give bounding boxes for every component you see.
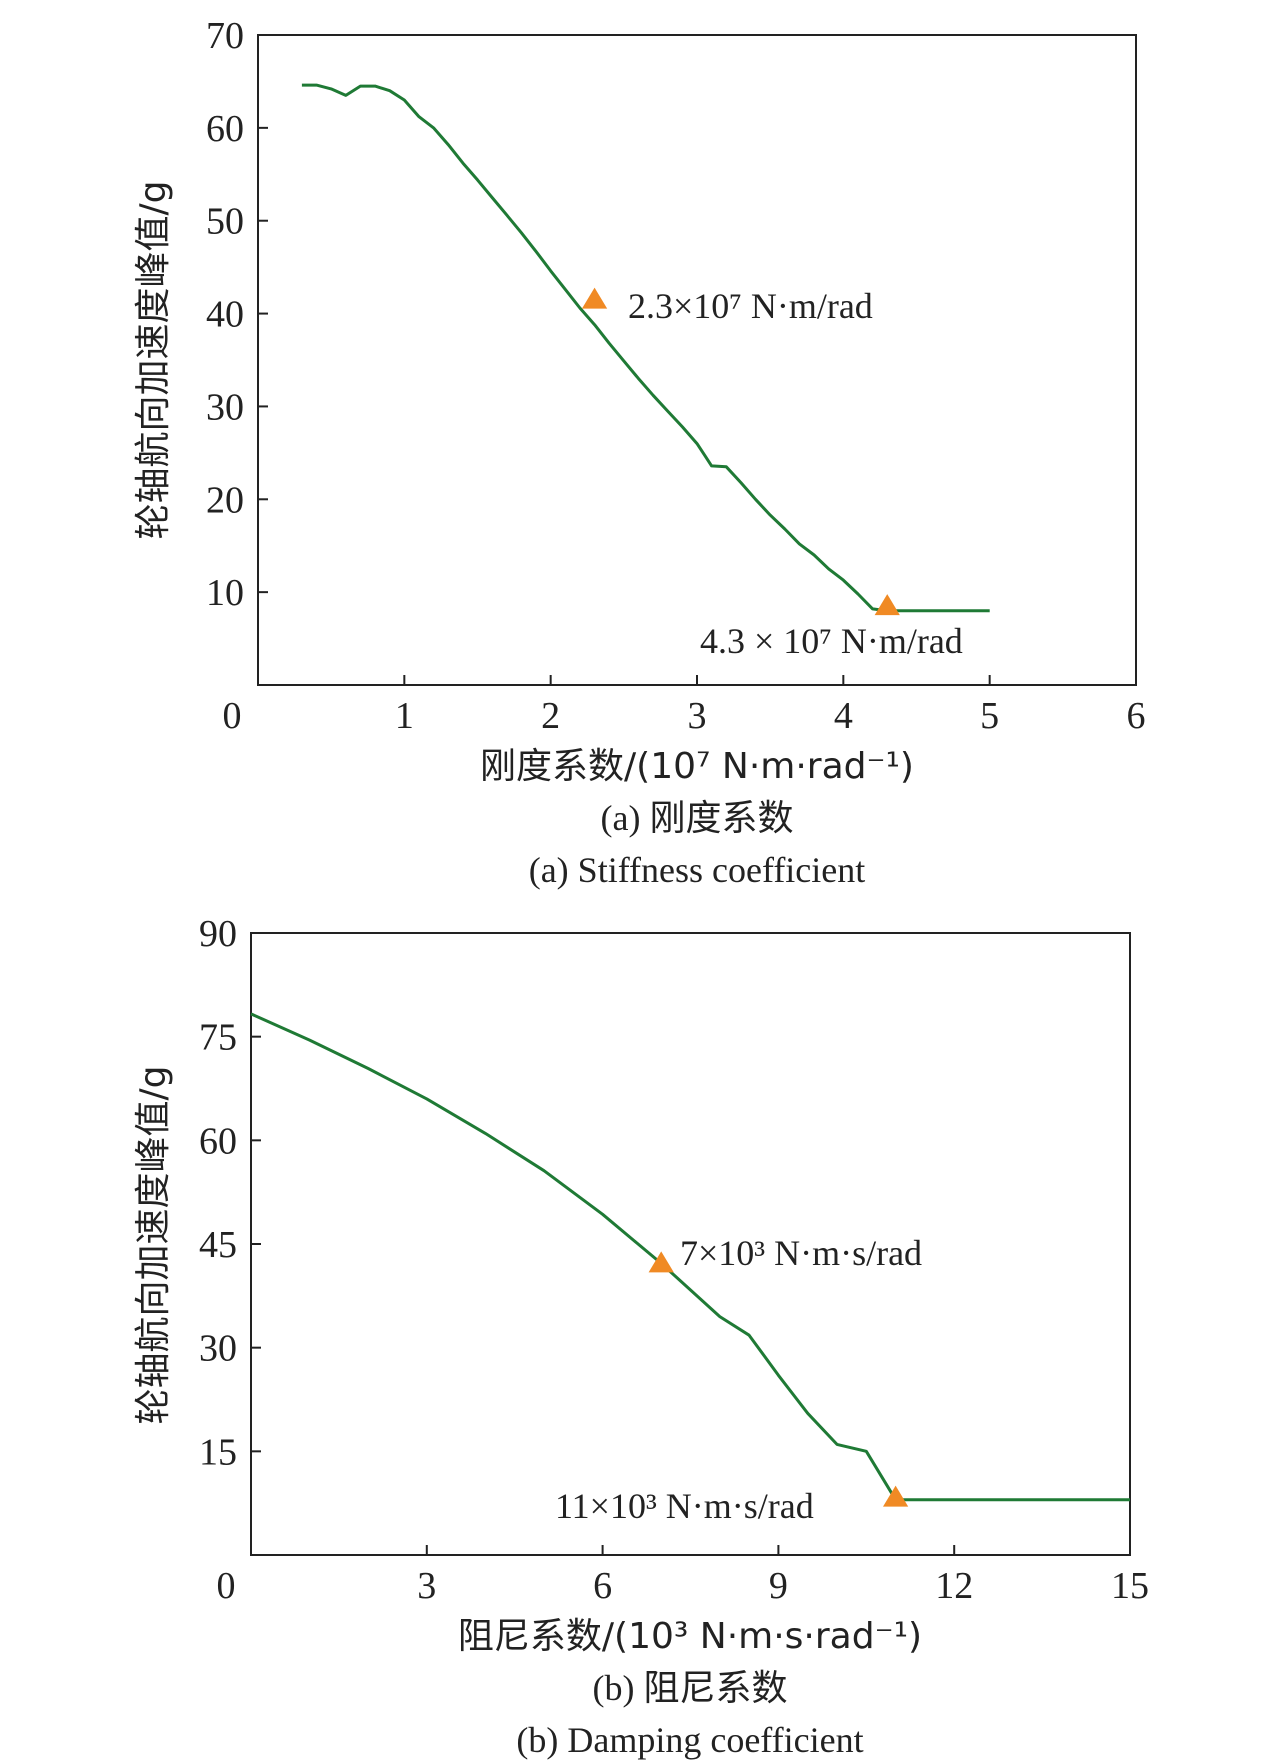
x-tick-label: 9	[769, 1565, 788, 1607]
origin-label-a: 0	[223, 695, 242, 737]
x-axis-title-a: 刚度系数/(10⁷ N·m·rad⁻¹)	[480, 746, 914, 787]
marker-label-a-1: 2.3×10⁷ N·m/rad	[628, 286, 873, 326]
y-tick-label: 50	[206, 201, 244, 243]
series-line	[250, 1012, 1130, 1502]
x-axis-title-b: 阻尼系数/(10³ N·m·s·rad⁻¹)	[458, 1616, 922, 1657]
y-tick-label: 60	[199, 1120, 237, 1162]
x-tick-label: 4	[834, 695, 853, 737]
caption-cn-a: (a) 刚度系数	[601, 798, 794, 838]
caption-cn-b: (b) 阻尼系数	[593, 1668, 788, 1708]
x-tick-label: 1	[395, 695, 414, 737]
plot-frame-a	[257, 34, 1137, 686]
y-tick-label: 90	[199, 913, 237, 955]
triangle-marker	[581, 287, 608, 309]
triangle-marker	[648, 1251, 674, 1273]
marker-label-b-2: 11×10³ N·m·s/rad	[555, 1486, 814, 1526]
series-line	[301, 83, 990, 613]
y-axis-title-a: 轮轴航向加速度峰值/g	[133, 181, 174, 540]
x-tick-label: 6	[593, 1565, 612, 1607]
panel-b: 15 30 45 60 75 90 3 6 9 12 15 0 轮轴航向加速度峰值/g 阻尼系数/…	[133, 913, 1149, 1760]
x-tick-label: 5	[980, 695, 999, 737]
y-tick-label: 75	[199, 1017, 237, 1059]
marker-label-a-2: 4.3 × 10⁷ N·m/rad	[700, 621, 963, 661]
x-tick-label: 2	[541, 695, 560, 737]
triangle-marker	[883, 1485, 909, 1507]
y-axis-title-b: 轮轴航向加速度峰值/g	[133, 1066, 174, 1425]
y-tick-label: 60	[206, 108, 244, 150]
y-tick-label: 45	[199, 1224, 237, 1266]
y-tick-label: 15	[199, 1431, 237, 1473]
x-tick-label: 3	[688, 695, 707, 737]
y-tick-label: 10	[206, 572, 244, 614]
x-tick-label: 12	[935, 1565, 973, 1607]
y-tick-label: 20	[206, 479, 244, 521]
y-tick-label: 30	[199, 1328, 237, 1370]
y-tick-label: 40	[206, 294, 244, 336]
x-tick-label: 6	[1127, 695, 1146, 737]
panel-a: 10 20 30 40 50 60 70 1 2 3 4 5 6 0 轮轴航向加速度峰值/g 刚度系数…	[133, 15, 1146, 890]
x-tick-label: 3	[417, 1565, 436, 1607]
y-tick-label: 30	[206, 386, 244, 428]
origin-label-b: 0	[217, 1565, 236, 1607]
x-tick-label: 15	[1111, 1565, 1149, 1607]
triangle-marker	[874, 594, 900, 616]
y-tick-label: 70	[206, 15, 244, 57]
caption-en-a: (a) Stiffness coefficient	[529, 850, 866, 890]
marker-label-b-1: 7×10³ N·m·s/rad	[680, 1233, 922, 1273]
caption-en-b: (b) Damping coefficient	[516, 1720, 863, 1760]
